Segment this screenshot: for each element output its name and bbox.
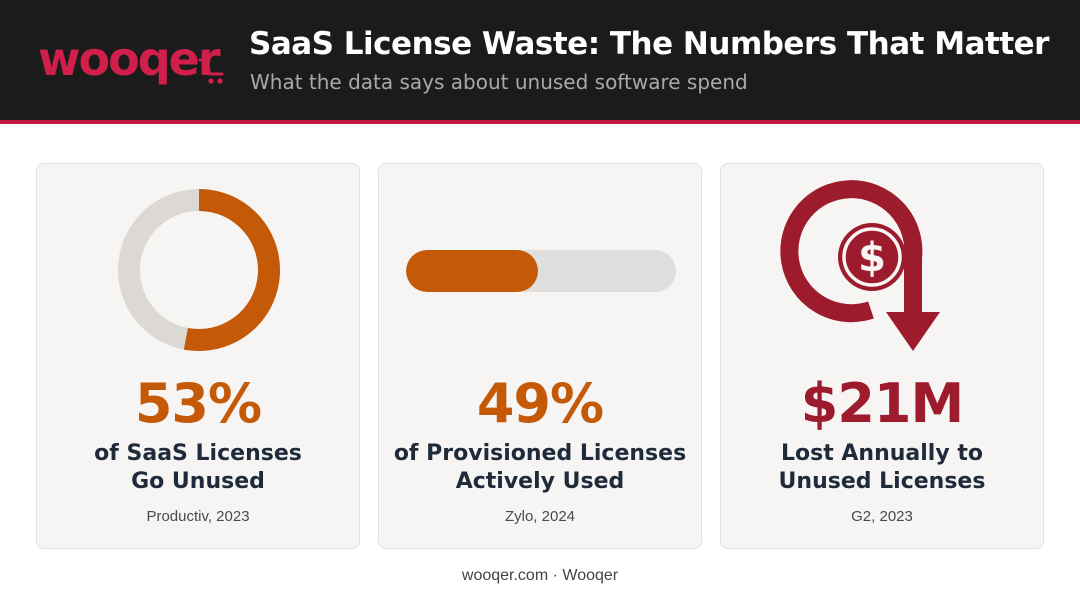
progress-fill bbox=[406, 250, 539, 292]
svg-text:$: $ bbox=[858, 235, 886, 281]
stat-label: of SaaS Licenses Go Unused bbox=[37, 440, 359, 496]
stat-card-active: 49% of Provisioned Licenses Actively Use… bbox=[378, 163, 702, 549]
page-title: SaaS License Waste: The Numbers That Mat… bbox=[249, 26, 1049, 62]
progress-track bbox=[406, 250, 676, 292]
stat-label: of Provisioned Licenses Actively Used bbox=[379, 440, 701, 496]
header: wooqer SaaS License Waste: The Numbers T… bbox=[0, 0, 1080, 120]
logo-wordmark: wooqer bbox=[38, 32, 221, 86]
stat-label-line1: of SaaS Licenses bbox=[94, 441, 302, 466]
donut-chart-icon bbox=[118, 189, 280, 351]
progress-visual bbox=[379, 164, 701, 364]
dollar-visual: $ bbox=[721, 164, 1043, 364]
stat-label: Lost Annually to Unused Licenses bbox=[721, 440, 1043, 496]
stat-label-line1: of Provisioned Licenses bbox=[393, 441, 687, 466]
dollar-down-arrow-icon: $ bbox=[780, 180, 940, 351]
donut-slice bbox=[183, 189, 280, 351]
stat-card-lost: $ $21M Lost Annually to Unused Licenses … bbox=[720, 163, 1044, 549]
stat-value: 49% bbox=[476, 372, 604, 435]
stat-label-line1: Lost Annually to bbox=[781, 441, 983, 466]
stat-source: G2, 2023 bbox=[851, 508, 913, 525]
wooqer-logo[interactable]: wooqer bbox=[38, 32, 224, 86]
stat-value: 53% bbox=[134, 372, 262, 435]
stat-source: Zylo, 2024 bbox=[504, 508, 576, 525]
stat-source: Productiv, 2023 bbox=[146, 508, 250, 525]
page-subtitle: What the data says about unused software… bbox=[250, 70, 748, 94]
stat-value: $21M bbox=[800, 372, 964, 435]
donut-visual bbox=[37, 164, 359, 364]
stat-label-line2: Go Unused bbox=[131, 469, 265, 494]
stat-label-line2: Actively Used bbox=[455, 469, 625, 494]
stat-label-line2: Unused Licenses bbox=[778, 469, 986, 494]
header-accent-bar bbox=[0, 120, 1080, 124]
cart-icon bbox=[198, 58, 224, 84]
footer-credit[interactable]: wooqer.com · Wooqer bbox=[461, 567, 619, 584]
stat-card-unused: 53% of SaaS Licenses Go Unused Productiv… bbox=[36, 163, 360, 549]
